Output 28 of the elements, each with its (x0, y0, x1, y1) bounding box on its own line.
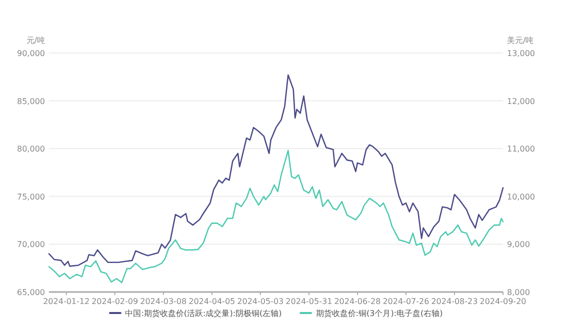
x-tick-label: 2024-07-26 (382, 297, 430, 306)
x-tick-label: 2024-06-28 (334, 297, 381, 306)
y2-tick-label: 10,000 (507, 192, 535, 202)
x-tick-label: 2024-05-31 (286, 297, 332, 306)
y-tick-label: 70,000 (17, 240, 45, 250)
y-tick-label: 65,000 (17, 288, 45, 297)
y2-tick-label: 8,000 (507, 288, 530, 297)
y2-tick-label: 11,000 (507, 144, 535, 154)
x-tick-label: 2024-04-05 (188, 297, 236, 306)
line-series (48, 150, 504, 284)
x-tick-label: 2024-03-08 (140, 297, 187, 306)
y2-axis-title: 美元/吨 (507, 36, 534, 45)
legend-label: 中国:期货收盘价(活跃:成交量):阴极铜(左轴) (125, 309, 282, 318)
x-tick-label: 2024-05-03 (237, 297, 284, 306)
y-tick-label: 75,000 (17, 192, 45, 202)
x-tick-label: 2024-09-20 (480, 297, 526, 306)
legend-label: 期货收盘价:铜(3个月):电子盘(右轴) (316, 309, 443, 318)
y-axis-title: 元/吨 (26, 36, 45, 45)
x-tick-label: 2024-01-12 (43, 297, 90, 306)
y-tick-label: 85,000 (17, 96, 45, 106)
y2-tick-label: 12,000 (507, 96, 535, 106)
line-series (48, 74, 504, 267)
y2-tick-label: 9,000 (507, 240, 530, 250)
y-tick-label: 90,000 (17, 49, 45, 58)
y-tick-label: 80,000 (17, 144, 45, 154)
x-tick-label: 2024-02-09 (92, 297, 138, 306)
y2-tick-label: 13,000 (507, 49, 535, 58)
x-tick-label: 2024-08-23 (431, 297, 478, 306)
